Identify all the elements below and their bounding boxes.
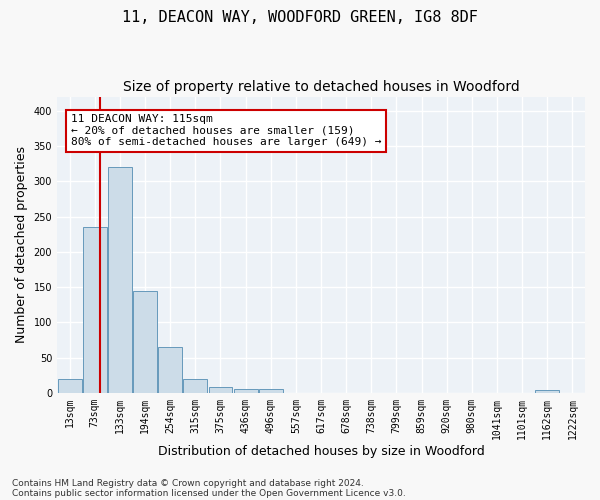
Bar bbox=[158, 347, 182, 393]
Bar bbox=[535, 390, 559, 393]
Title: Size of property relative to detached houses in Woodford: Size of property relative to detached ho… bbox=[122, 80, 520, 94]
Text: 11 DEACON WAY: 115sqm
← 20% of detached houses are smaller (159)
80% of semi-det: 11 DEACON WAY: 115sqm ← 20% of detached … bbox=[71, 114, 382, 148]
Y-axis label: Number of detached properties: Number of detached properties bbox=[15, 146, 28, 344]
Bar bbox=[233, 390, 257, 393]
Bar bbox=[133, 290, 157, 393]
Bar bbox=[108, 167, 132, 393]
Bar bbox=[184, 379, 207, 393]
Text: Contains HM Land Registry data © Crown copyright and database right 2024.: Contains HM Land Registry data © Crown c… bbox=[12, 478, 364, 488]
Text: Contains public sector information licensed under the Open Government Licence v3: Contains public sector information licen… bbox=[12, 488, 406, 498]
Bar bbox=[58, 379, 82, 393]
Bar bbox=[209, 388, 232, 393]
Bar bbox=[83, 227, 107, 393]
X-axis label: Distribution of detached houses by size in Woodford: Distribution of detached houses by size … bbox=[158, 444, 484, 458]
Bar bbox=[259, 390, 283, 393]
Text: 11, DEACON WAY, WOODFORD GREEN, IG8 8DF: 11, DEACON WAY, WOODFORD GREEN, IG8 8DF bbox=[122, 10, 478, 25]
